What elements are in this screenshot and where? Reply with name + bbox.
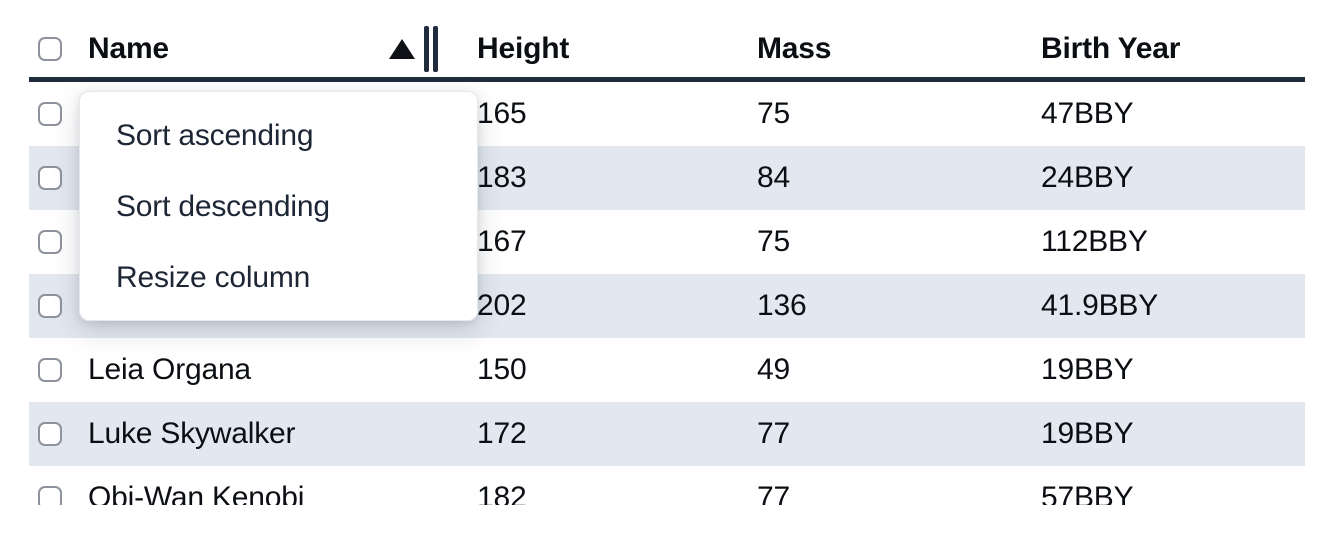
cell-height: 202 (477, 289, 527, 322)
cell-name: Leia Organa (88, 353, 251, 386)
cell-birth-year: 19BBY (1041, 353, 1134, 386)
column-context-menu: Sort ascending Sort descending Resize co… (79, 91, 478, 321)
cell-name: Obi-Wan Kenobi (88, 481, 305, 505)
cell-birth-year: 24BBY (1041, 161, 1134, 194)
column-header-mass[interactable]: Mass (757, 31, 832, 65)
cell-height: 165 (477, 97, 527, 130)
cell-mass: 75 (757, 97, 790, 130)
row-checkbox[interactable] (38, 166, 62, 190)
column-header-birth-year[interactable]: Birth Year (1041, 31, 1181, 65)
table-row[interactable]: 165 75 47BBY (29, 82, 1305, 146)
row-checkbox-cell (29, 486, 80, 505)
cell-height: 183 (477, 161, 527, 194)
row-checkbox-cell (29, 358, 80, 382)
table-row[interactable]: 167 75 112BBY (29, 210, 1305, 274)
table-row[interactable]: 202 136 41.9BBY (29, 274, 1305, 338)
table-header-row: Name Height Mass Birth Year (29, 0, 1305, 82)
cell-birth-year: 112BBY (1041, 225, 1148, 258)
cell-height: 150 (477, 353, 527, 386)
row-checkbox[interactable] (38, 486, 62, 505)
row-checkbox-cell (29, 294, 80, 318)
cell-birth-year: 19BBY (1041, 417, 1134, 450)
select-all-checkbox[interactable] (38, 36, 62, 61)
column-header-height[interactable]: Height (477, 31, 570, 65)
row-checkbox[interactable] (38, 294, 62, 318)
context-menu-item[interactable]: Sort descending (116, 189, 330, 223)
table-row[interactable]: Obi-Wan Kenobi 182 77 57BBY (29, 466, 1305, 505)
cell-height: 182 (477, 481, 527, 505)
cell-birth-year: 47BBY (1041, 97, 1134, 130)
cell-name: Luke Skywalker (88, 417, 296, 450)
cell-mass: 84 (757, 161, 790, 194)
column-header-name[interactable]: Name (80, 25, 467, 72)
cell-height: 172 (477, 417, 527, 450)
row-checkbox[interactable] (38, 358, 62, 382)
header-checkbox-cell (29, 36, 80, 61)
cell-mass: 49 (757, 353, 790, 386)
context-menu-item[interactable]: Sort ascending (116, 118, 314, 152)
cell-mass: 75 (757, 225, 790, 258)
table-body: 165 75 47BBY 183 84 24BBY 167 75 112BBY … (29, 82, 1305, 505)
cell-mass: 77 (757, 481, 790, 505)
column-resize-handle[interactable] (424, 25, 438, 72)
table-row[interactable]: Leia Organa 150 49 19BBY (29, 338, 1305, 402)
row-checkbox[interactable] (38, 422, 62, 446)
context-menu-item[interactable]: Resize column (116, 260, 311, 294)
cell-birth-year: 41.9BBY (1041, 289, 1159, 322)
cell-birth-year: 57BBY (1041, 481, 1134, 505)
row-checkbox-cell (29, 102, 80, 126)
table-row[interactable]: Luke Skywalker 172 77 19BBY (29, 402, 1305, 466)
data-table: Name Height Mass Birth Year 165 75 47BBY… (29, 0, 1305, 505)
cell-mass: 136 (757, 289, 807, 322)
column-header-name-label: Name (88, 31, 169, 65)
row-checkbox-cell (29, 422, 80, 446)
row-checkbox[interactable] (38, 102, 62, 126)
sort-ascending-icon (389, 38, 415, 59)
cell-mass: 77 (757, 417, 790, 450)
cell-height: 167 (477, 225, 527, 258)
row-checkbox[interactable] (38, 230, 62, 254)
row-checkbox-cell (29, 230, 80, 254)
row-checkbox-cell (29, 166, 80, 190)
